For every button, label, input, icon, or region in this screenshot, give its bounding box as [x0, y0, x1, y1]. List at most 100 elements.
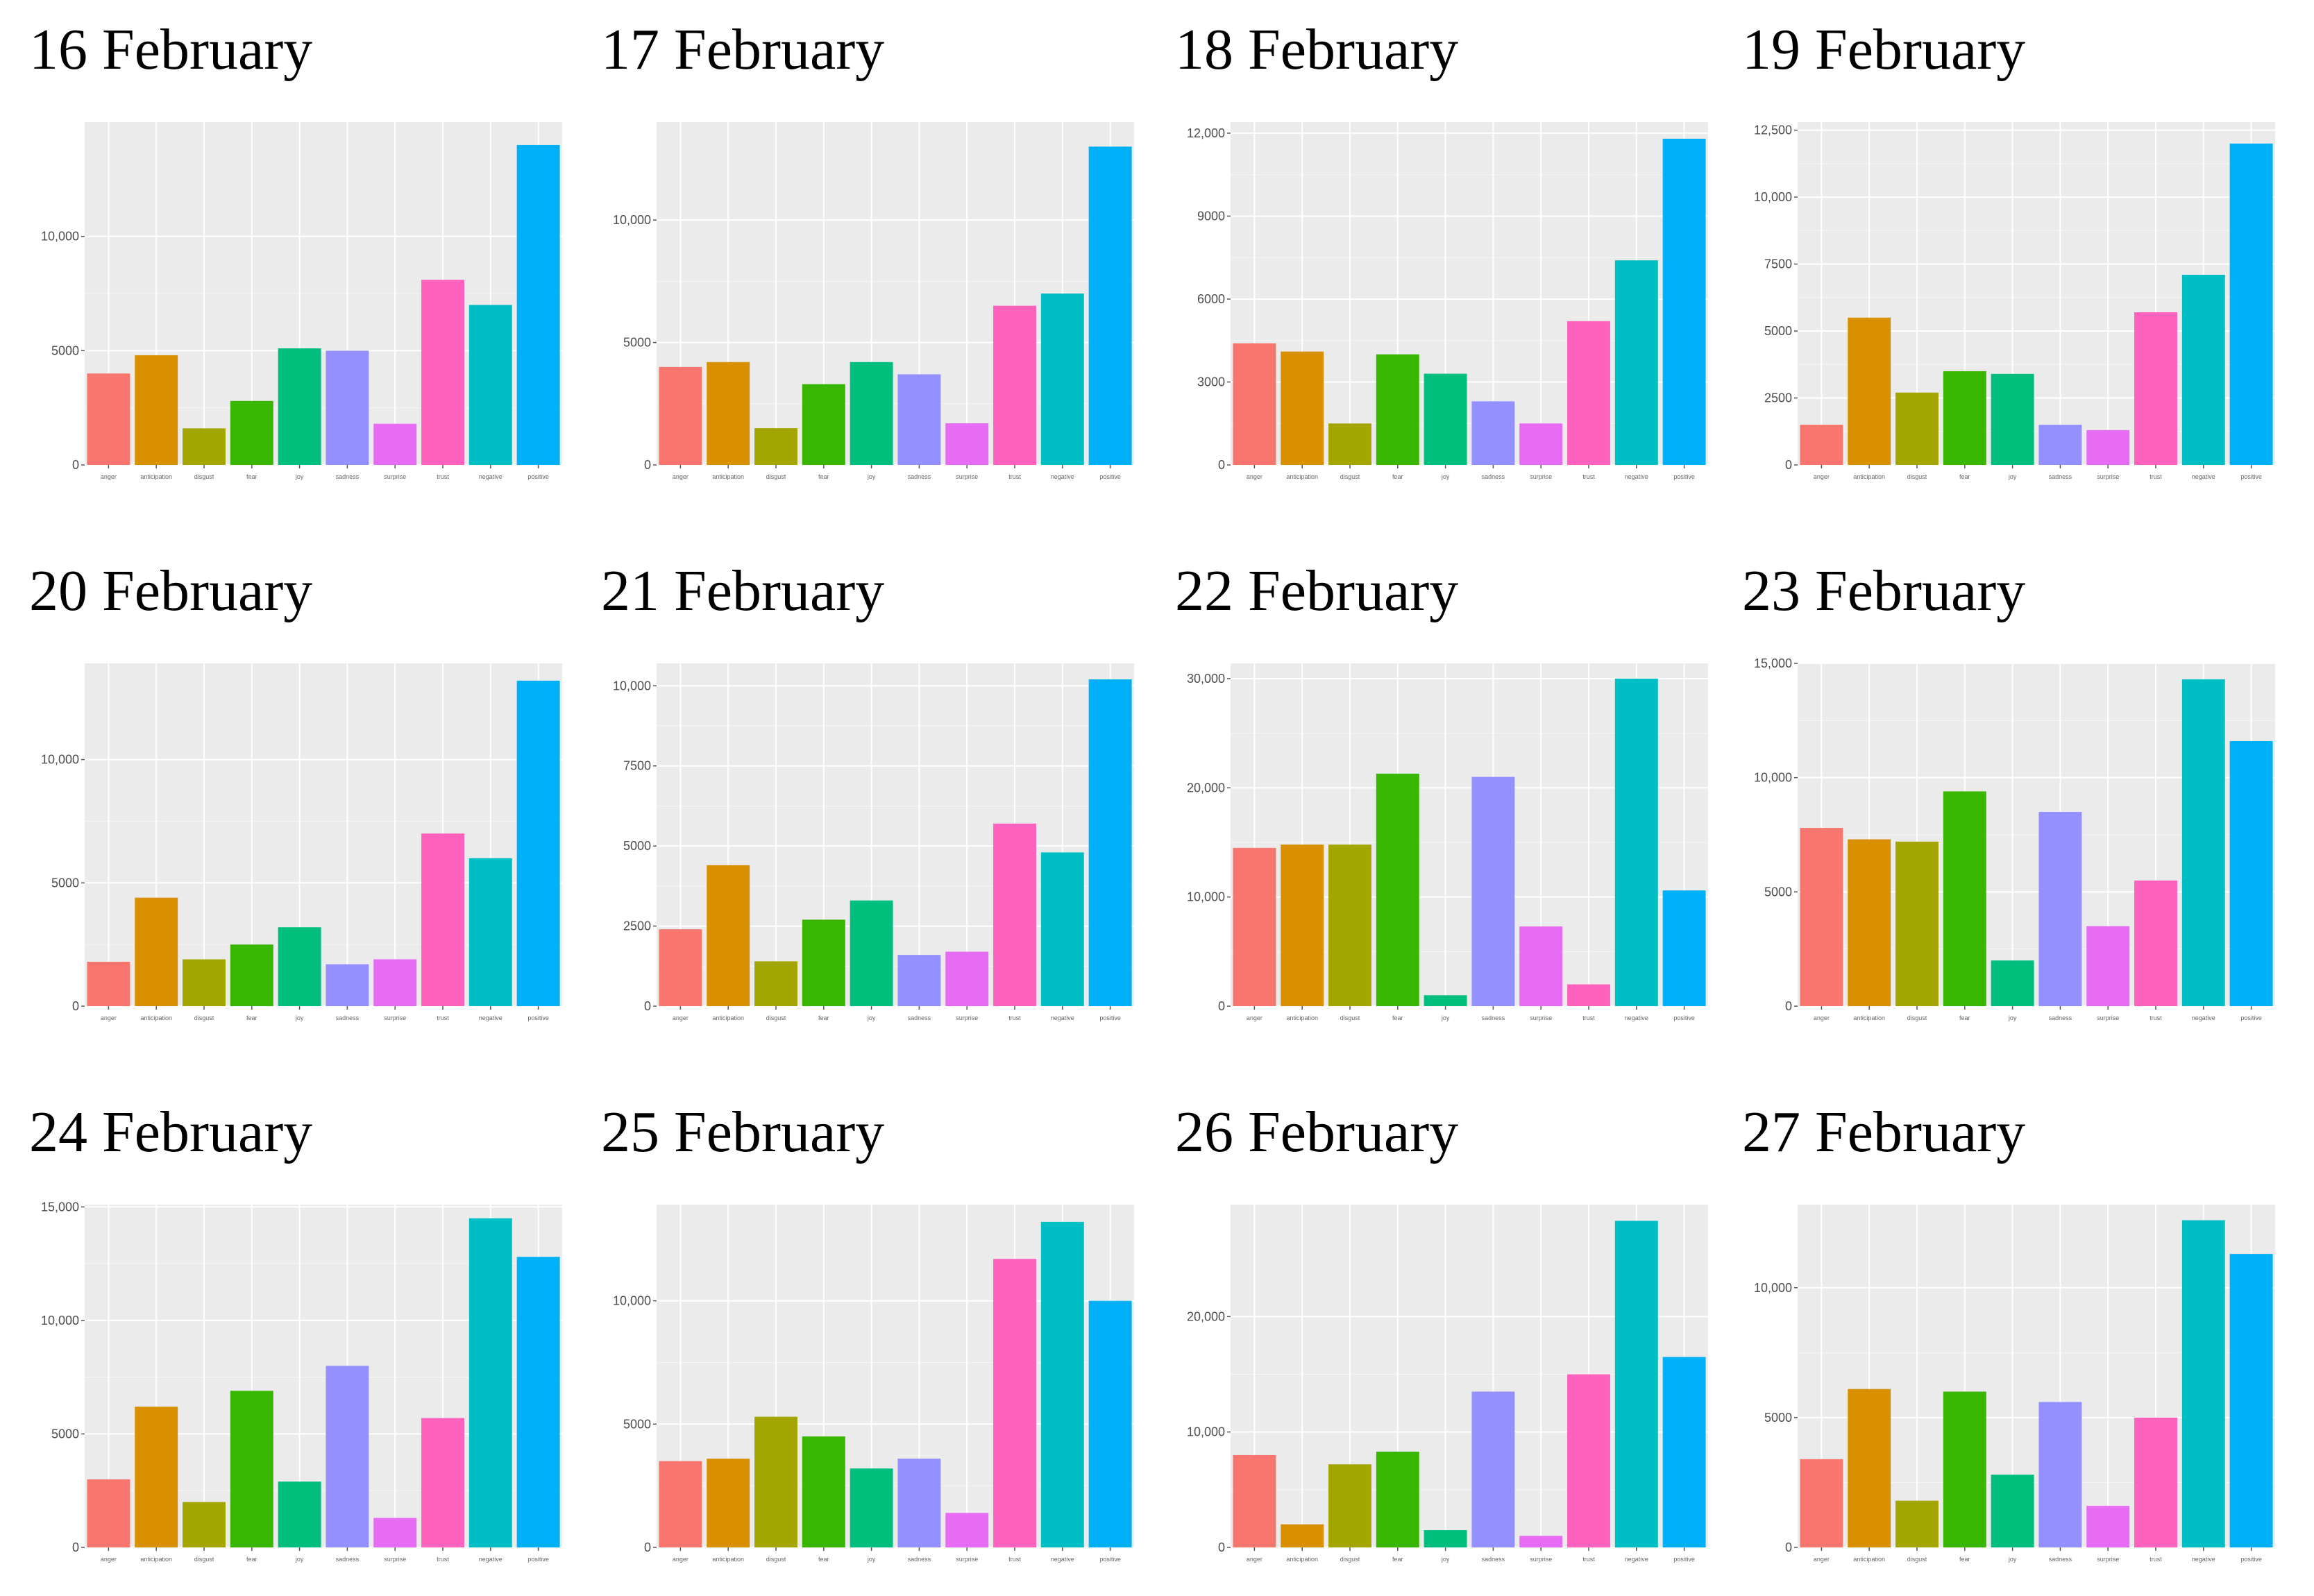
x-tick-label: positive [1099, 1556, 1121, 1563]
bar-negative [468, 858, 512, 1006]
x-tick-label: surprise [956, 473, 978, 480]
x-tick-label: trust [437, 1015, 449, 1021]
x-tick-label: fear [1959, 1556, 1970, 1563]
y-tick-label: 9000 [1197, 209, 1225, 223]
x-tick-label: anger [1247, 1556, 1262, 1563]
chart-title: 20 February [29, 559, 313, 623]
bar-surprise [1519, 1536, 1563, 1547]
y-tick-label: 0 [644, 999, 651, 1013]
x-tick-label: fear [1959, 473, 1970, 480]
x-tick-label: anticipation [1853, 1556, 1885, 1563]
bar-anger [1233, 343, 1276, 465]
x-tick-label: negative [1051, 1015, 1074, 1021]
x-tick-label: negative [479, 1556, 503, 1563]
bar-chart: 0 5000 10,000 15,000 anger anticipation disgus… [41, 1200, 562, 1563]
bar-disgust [1328, 423, 1371, 465]
y-tick-label: 10,000 [613, 1294, 651, 1308]
x-tick-label: fear [1392, 473, 1403, 480]
x-tick-label: disgust [1907, 473, 1927, 480]
bar-anger [87, 962, 130, 1006]
x-tick-label: fear [246, 1556, 257, 1563]
x-tick-label: surprise [1530, 473, 1552, 480]
bar-chart: 0 10,000 20,000 anger anticipation disgust fea… [1187, 1205, 1708, 1563]
y-tick-label: 30,000 [1187, 672, 1225, 686]
bar-joy [850, 1468, 893, 1547]
bar-positive [1662, 138, 1706, 465]
bar-sadness [1471, 1391, 1515, 1547]
bar-trust [421, 833, 464, 1006]
x-tick-label: fear [1959, 1015, 1970, 1021]
y-tick-label: 10,000 [1754, 190, 1792, 204]
bar-chart: 0 2500 5000 7500 10,000 anger anticipation disg… [613, 663, 1134, 1021]
x-tick-label: fear [246, 1015, 257, 1021]
x-tick-label: surprise [1530, 1556, 1552, 1563]
x-tick-label: trust [1008, 473, 1021, 480]
bar-positive [1662, 890, 1706, 1006]
y-tick-label: 12,000 [1187, 126, 1225, 140]
x-tick-label: negative [1051, 473, 1074, 480]
bar-joy [850, 900, 893, 1006]
x-tick-label: disgust [1340, 1556, 1360, 1563]
bar-anticipation [1281, 1524, 1324, 1547]
bar-fear [1943, 371, 1986, 465]
chart-title: 25 February [601, 1100, 885, 1164]
y-tick-label: 10,000 [41, 230, 79, 244]
chart-title: 27 February [1742, 1100, 2026, 1164]
bar-joy [1424, 995, 1467, 1006]
bar-chart: 0 3000 6000 9000 12,000 anger anticipation disg… [1187, 122, 1708, 480]
bar-surprise [945, 423, 989, 465]
x-tick-label: positive [2240, 1015, 2262, 1021]
bar-anticipation [707, 1459, 750, 1547]
x-tick-label: fear [1392, 1015, 1403, 1021]
bar-fear [802, 1436, 845, 1547]
bar-anticipation [707, 865, 750, 1006]
x-tick-label: fear [818, 1015, 829, 1021]
y-tick-label: 7500 [623, 759, 651, 773]
bar-sadness [326, 1366, 369, 1547]
y-tick-label: 0 [644, 1540, 651, 1554]
x-tick-label: joy [1441, 1015, 1450, 1021]
x-tick-label: disgust [766, 473, 786, 480]
bar-chart: 0 2500 5000 7500 10,000 12,500 anger anticipati… [1754, 122, 2275, 480]
x-tick-label: anger [673, 1556, 689, 1563]
x-tick-label: joy [295, 473, 304, 480]
x-tick-label: positive [1673, 473, 1695, 480]
x-tick-label: negative [2192, 1015, 2215, 1021]
chart-title: 17 February [601, 17, 885, 82]
x-tick-label: sadness [336, 1015, 360, 1021]
bar-disgust [183, 959, 226, 1006]
bar-anger [1800, 425, 1843, 465]
bar-anger [1800, 1459, 1843, 1547]
bar-sadness [897, 374, 941, 465]
x-tick-label: anger [101, 1556, 117, 1563]
bar-fear [1376, 354, 1419, 465]
x-tick-label: sadness [2049, 473, 2072, 480]
chart-title: 24 February [29, 1100, 313, 1164]
x-tick-label: anger [673, 1015, 689, 1021]
bar-joy [278, 348, 321, 465]
chart-panel: 25 February 0 5000 10,000 anger anticipation d… [601, 1103, 1142, 1596]
x-tick-label: anticipation [140, 1015, 172, 1021]
x-tick-label: trust [2150, 473, 2162, 480]
bar-fear [802, 384, 845, 465]
x-tick-label: surprise [384, 1556, 406, 1563]
x-tick-label: anticipation [140, 473, 172, 480]
bar-positive [1662, 1357, 1706, 1547]
y-tick-label: 2500 [1764, 391, 1792, 405]
bar-positive [2229, 1254, 2273, 1547]
x-tick-label: trust [1008, 1556, 1021, 1563]
chart-title: 16 February [29, 17, 313, 82]
x-tick-label: surprise [956, 1015, 978, 1021]
y-tick-label: 5000 [51, 1427, 79, 1441]
chart-panel: 19 February 0 2500 5000 7500 10,000 12,500 ange… [1742, 21, 2283, 513]
bar-surprise [373, 423, 417, 465]
x-tick-label: surprise [2097, 1556, 2119, 1563]
x-tick-label: positive [1099, 473, 1121, 480]
x-tick-label: joy [867, 473, 876, 480]
chart-panel: 27 February 0 5000 10,000 anger anticipation d… [1742, 1103, 2283, 1596]
x-tick-label: positive [527, 473, 549, 480]
x-tick-label: joy [1441, 1556, 1450, 1563]
y-tick-label: 6000 [1197, 292, 1225, 306]
x-tick-label: positive [2240, 1556, 2262, 1563]
x-tick-label: disgust [194, 473, 214, 480]
